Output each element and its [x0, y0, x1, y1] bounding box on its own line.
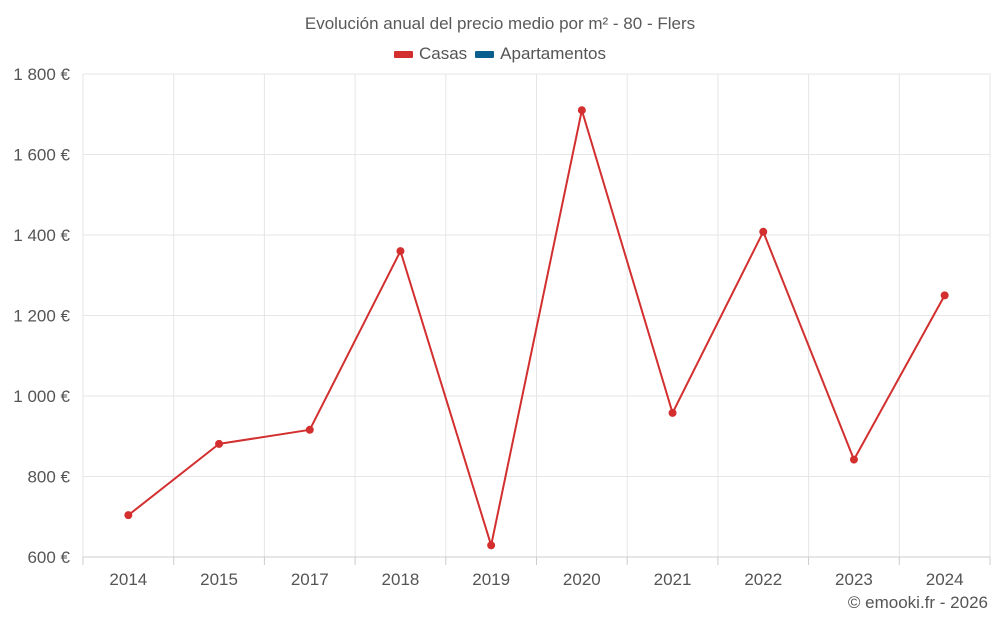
legend-item-apartamentos[interactable]: Apartamentos	[475, 44, 606, 64]
x-tick-label: 2014	[109, 570, 147, 589]
data-point	[940, 291, 949, 300]
data-point	[759, 227, 768, 236]
series-line-casas	[127, 109, 946, 547]
axes: 1 800 € 1 600 € 1 400 € 1 200 € 1 000 € 800 €…	[13, 65, 991, 589]
x-tick-label: 2019	[472, 570, 510, 589]
data-point	[124, 511, 133, 520]
x-tick-label: 2023	[835, 570, 873, 589]
data-point	[668, 408, 677, 417]
x-tick-label: 2017	[291, 570, 329, 589]
data-points	[124, 106, 949, 550]
x-tick-label: 2018	[382, 570, 420, 589]
legend-swatch-apartamentos	[475, 50, 495, 58]
data-point	[849, 455, 858, 464]
y-tick-label: 800 €	[27, 468, 70, 487]
x-tick-label: 2015	[200, 570, 238, 589]
x-tick-label: 2024	[926, 570, 964, 589]
chart-title: Evolución anual del precio medio por m² …	[304, 14, 696, 33]
data-point	[215, 439, 224, 448]
x-tick-label: 2022	[744, 570, 782, 589]
x-tick-label: 2020	[563, 570, 601, 589]
grid	[82, 73, 991, 557]
legend-swatch-casas	[393, 50, 413, 58]
data-point	[487, 541, 496, 550]
data-point	[577, 106, 586, 115]
legend: Casas Apartamentos	[0, 44, 1000, 64]
credit-text: © emooki.fr - 2026	[847, 593, 988, 612]
y-tick-label: 1 800 €	[13, 65, 70, 84]
data-point	[396, 247, 405, 256]
x-tick-label: 2021	[654, 570, 692, 589]
legend-item-casas[interactable]: Casas	[393, 44, 468, 64]
legend-label-casas: Casas	[418, 44, 468, 63]
y-tick-label: 1 000 €	[13, 387, 70, 406]
y-tick-label: 600 €	[27, 548, 70, 567]
y-tick-label: 1 600 €	[13, 146, 70, 165]
series	[127, 109, 946, 547]
data-point	[305, 425, 314, 434]
y-tick-label: 1 200 €	[13, 307, 70, 326]
legend-label-apartamentos: Apartamentos	[500, 44, 607, 63]
y-tick-label: 1 400 €	[13, 226, 70, 245]
